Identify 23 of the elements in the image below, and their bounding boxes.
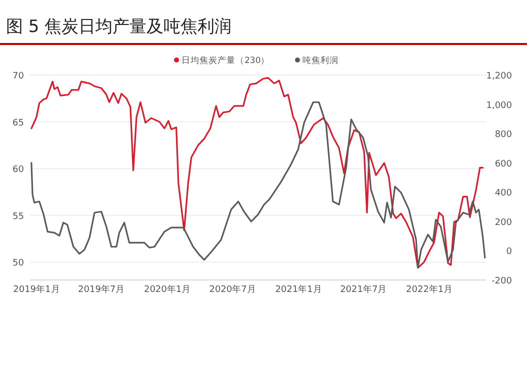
y-tick-label: 70	[12, 72, 24, 82]
x-tick-label: 2019年1月	[13, 284, 60, 295]
title: 图 5 焦炭日均产量及吨焦利润	[6, 17, 232, 37]
legend-label: 吨焦利润	[302, 55, 338, 66]
y-tick-label: 50	[12, 258, 24, 269]
y2-tick-label: 200	[494, 218, 512, 228]
y2-tick-label: -200	[492, 276, 512, 286]
y2-tick-label: 400	[494, 188, 512, 199]
x-tick-label: 2021年1月	[275, 284, 322, 295]
y-tick-label: 55	[12, 212, 24, 222]
x-tick-label: 2021年7月	[340, 284, 387, 295]
y-tick-label: 60	[12, 165, 24, 176]
x-tick-label: 2022年1月	[406, 284, 453, 295]
x-tick-label: 2020年1月	[144, 284, 191, 295]
y2-tick-label: 800	[494, 130, 512, 140]
y2-tick-label: 0	[506, 247, 512, 258]
legend-label: 日均焦炭产量（230）	[182, 55, 270, 66]
y2-tick-label: 1,200	[486, 72, 512, 82]
y2-tick-label: 600	[494, 159, 512, 170]
x-tick-label: 2020年7月	[209, 284, 256, 295]
x-tick-label: 2019年7月	[78, 284, 125, 295]
y2-tick-label: 1,000	[486, 100, 512, 111]
y-tick-label: 65	[12, 118, 24, 128]
